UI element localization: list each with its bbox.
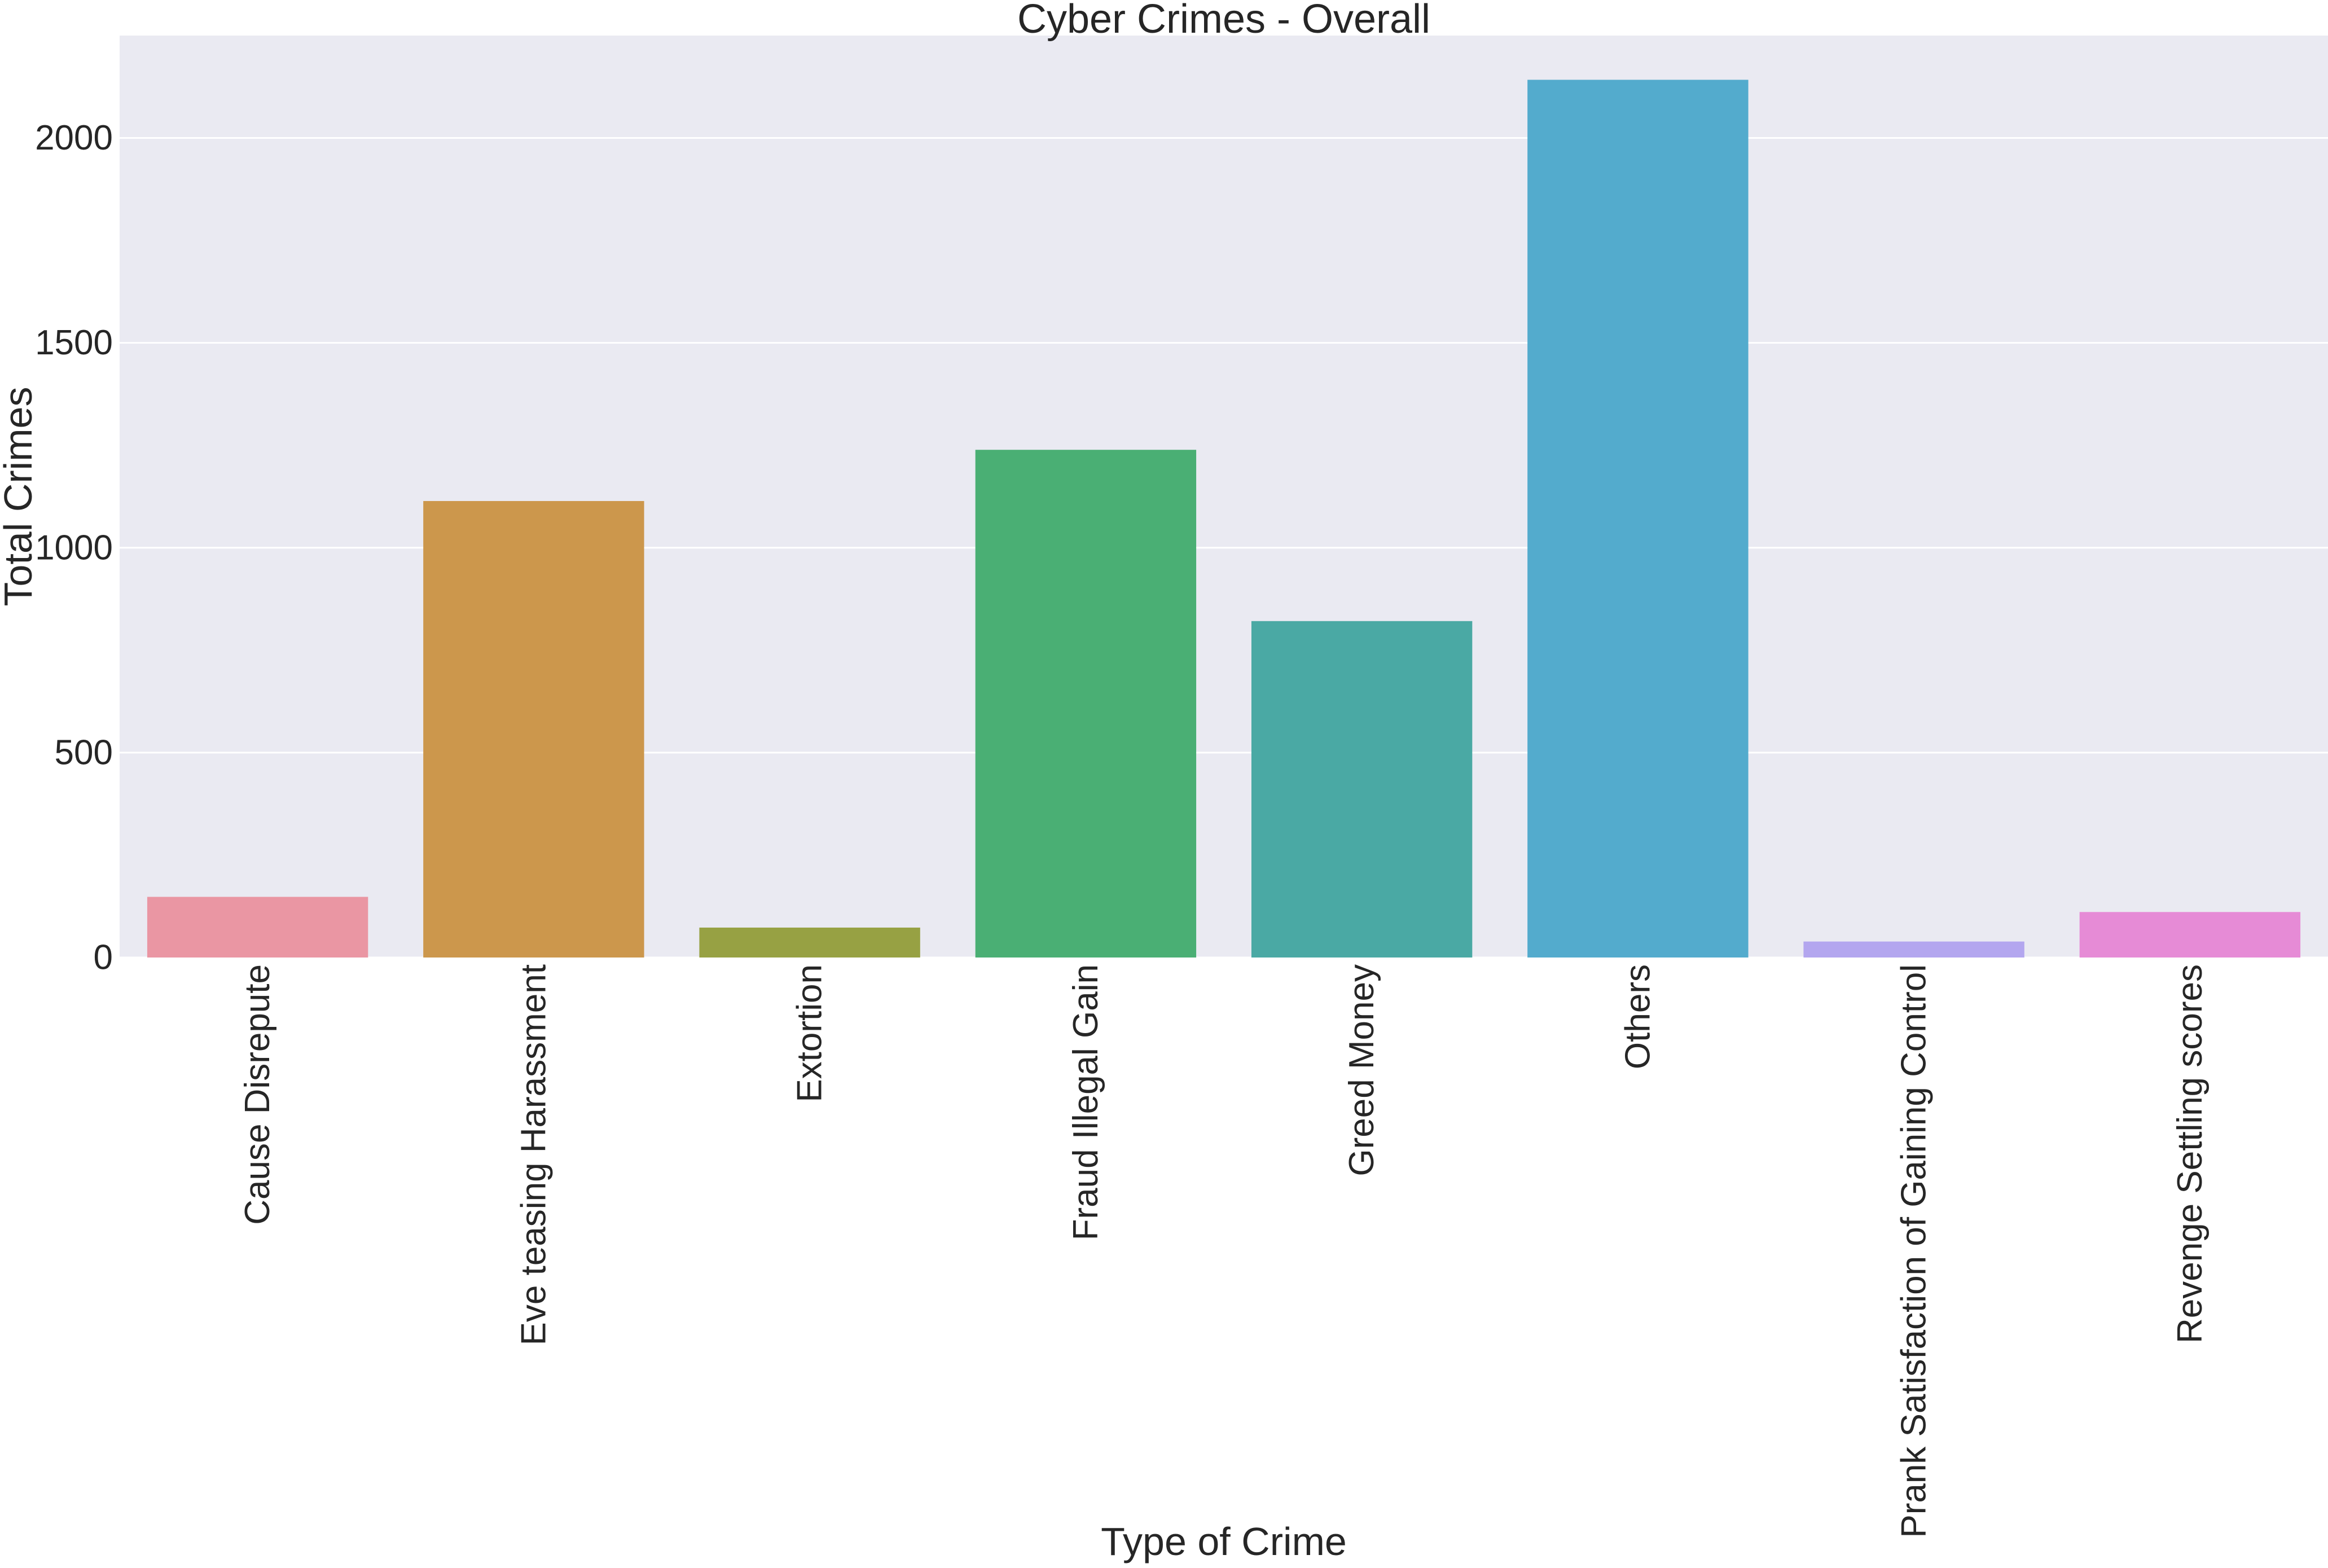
chart-title: Cyber Crimes - Overall	[1017, 0, 1430, 42]
y-tick-label: 2000	[35, 118, 113, 157]
bars	[147, 80, 2301, 958]
y-tick-label: 500	[55, 733, 113, 772]
y-tick-label: 1000	[35, 528, 113, 567]
y-tick-label: 0	[94, 938, 113, 977]
x-tick-label: Eve teasing Harassment	[514, 964, 553, 1345]
bar	[2079, 912, 2301, 958]
bar	[423, 500, 644, 958]
y-axis-label: Total Crimes	[0, 387, 40, 607]
y-tick-label: 1500	[35, 323, 113, 362]
bar	[1251, 621, 1473, 958]
bar	[699, 927, 920, 958]
x-tick-label: Extortion	[790, 964, 829, 1103]
bar	[1527, 80, 1749, 958]
x-tick-label: Greed Money	[1342, 964, 1381, 1176]
x-tick-label: Fraud Illegal Gain	[1066, 964, 1105, 1240]
x-tick-labels: Cause Disrepute Eve teasing Harassment Ext…	[238, 964, 2210, 1538]
x-tick-label: Revenge Settling scores	[2171, 964, 2210, 1343]
x-tick-label: Prank Satisfaction of Gaining Control	[1895, 964, 1934, 1538]
bar	[147, 897, 368, 958]
x-axis-label: Type of Crime	[1101, 1519, 1347, 1563]
x-tick-label: Others	[1618, 964, 1657, 1069]
y-tick-labels: 0 500 1000 1500 2000	[35, 118, 113, 977]
x-tick-label: Cause Disrepute	[238, 964, 277, 1225]
bar	[1803, 941, 2024, 958]
bar	[975, 450, 1197, 958]
